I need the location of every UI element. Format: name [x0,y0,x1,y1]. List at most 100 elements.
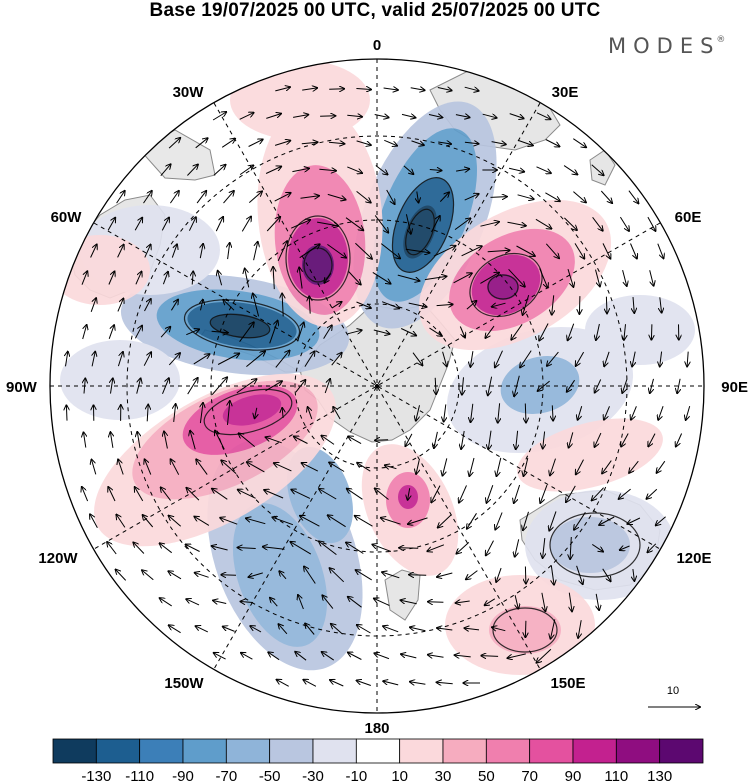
wind-vector-arrow [253,242,258,261]
wind-vector-arrow [117,299,124,312]
wind-vector-arrow [90,514,98,528]
wind-vector-arrow [541,592,546,611]
wind-vector-arrow [187,165,198,176]
wind-vector-arrow [331,302,342,309]
wind-vector-arrow [116,570,127,581]
wind-vector-arrow [486,540,494,556]
wind-vector-arrow [215,217,223,232]
wind-vector-arrow [525,566,526,584]
wind-vector-arrow [274,141,290,146]
wind-vector-arrow [295,652,307,661]
wind-vector-arrow [187,488,200,501]
wind-vector-arrow [192,272,193,285]
lon-label-60w: 60W [51,209,83,226]
wind-vector-arrow [66,352,68,367]
wind-vector-arrow [347,330,362,334]
contour-tasman-low [549,512,641,578]
wind-vector-arrow [602,568,611,581]
anomaly-blue-atlantic-peak [403,205,437,259]
wind-vectors [66,87,690,687]
wind-vector-arrow [372,545,392,552]
wind-vector-arrow [116,191,125,204]
colorbar-tick-label: -130 [81,768,111,783]
wind-vector-arrow [190,431,196,450]
colorbar-swatch [355,738,401,764]
lon-label-60e: 60E [675,209,702,226]
wind-vector-arrow [515,595,518,608]
wind-vector-arrow [221,575,237,576]
wind-vector-arrow [374,599,390,606]
reference-vector: 10 [648,685,700,707]
wind-vector-arrow [496,567,502,582]
wind-vector-arrow [250,626,262,633]
wind-vector-arrow [142,570,154,581]
wind-vector-arrow [495,350,503,368]
wind-vector-arrow [265,167,281,174]
wind-vector-arrow [456,601,470,603]
wind-vector-arrow [246,351,265,367]
lon-label-90w: 90W [6,379,38,396]
wind-vector-arrow [431,216,440,233]
wind-vector-arrow [523,294,530,315]
colorbar-swatch [182,738,227,764]
wind-vector-arrow [647,488,658,499]
wind-vector-arrow [269,321,278,344]
wind-vector-arrow [535,218,552,228]
wind-vector-arrow [309,296,310,314]
wind-vector-arrow [551,619,556,638]
wind-vector-arrow [550,458,556,476]
wind-vector-arrow [573,138,586,148]
wind-vector-arrow [488,430,491,450]
wind-vector-arrow [509,113,524,119]
wind-vector-arrow [304,567,316,584]
anomaly-red-indian-peak [487,274,519,300]
wind-vector-arrow [135,487,144,502]
wind-vector-arrow [552,295,554,314]
wind-vector-arrow [66,405,67,421]
wind-vector-arrow [169,191,179,204]
wind-vector-arrow [547,351,559,366]
colorbar-tick-labels: -130 -110 -90 -70 -50 -30 -10 10 30 50 70 90 110 130 [81,768,672,783]
wind-vector-arrow [143,515,154,528]
wind-vector-arrow [297,323,304,342]
new-zealand-land [384,569,421,621]
wind-vector-arrow [272,517,294,526]
wind-vector-arrow [327,193,346,199]
wind-vector-arrow [431,485,441,503]
wind-vector-arrow [517,194,534,199]
wind-vector-arrow [408,302,427,307]
wind-vector-arrow [381,301,399,309]
anomaly-red-south-america [50,235,150,305]
wind-vector-arrow [660,297,662,312]
wind-vector-arrow [111,378,113,394]
colorbar-swatch [312,738,357,764]
wind-vector-arrow [160,164,171,177]
lon-label-180: 180 [364,720,389,737]
wind-vector-arrow [424,276,447,279]
wind-vector-arrow [161,218,169,231]
colorbar-tick-label: 130 [647,768,672,783]
wind-vector-arrow [578,406,583,420]
wind-vector-arrow [374,215,388,232]
wind-vector-arrow [543,538,545,558]
wind-vector-arrow [660,351,662,367]
wind-vector-arrow [117,245,124,258]
wind-vector-arrow [466,570,478,580]
wind-vector-arrow [356,191,371,202]
wind-vector-arrow [187,378,198,395]
wind-vector-arrow [464,87,479,91]
wind-vector-arrow [263,547,285,550]
colorbar-swatch [572,738,617,764]
wind-vector-arrow [247,462,265,473]
wind-vector-arrow [485,598,496,605]
wind-vector-arrow [647,216,656,231]
colorbar-tick-label: 30 [435,768,452,783]
wind-vector-arrow [600,190,612,203]
wind-vector-arrow [511,324,523,339]
wind-vector-arrow [427,544,445,551]
lon-label-90e: 90E [721,379,748,396]
meridian-30e-150w [213,102,541,670]
wind-vector-arrow [108,487,116,502]
wind-vector-arrow [161,487,172,501]
wind-vector-arrow [443,458,448,475]
